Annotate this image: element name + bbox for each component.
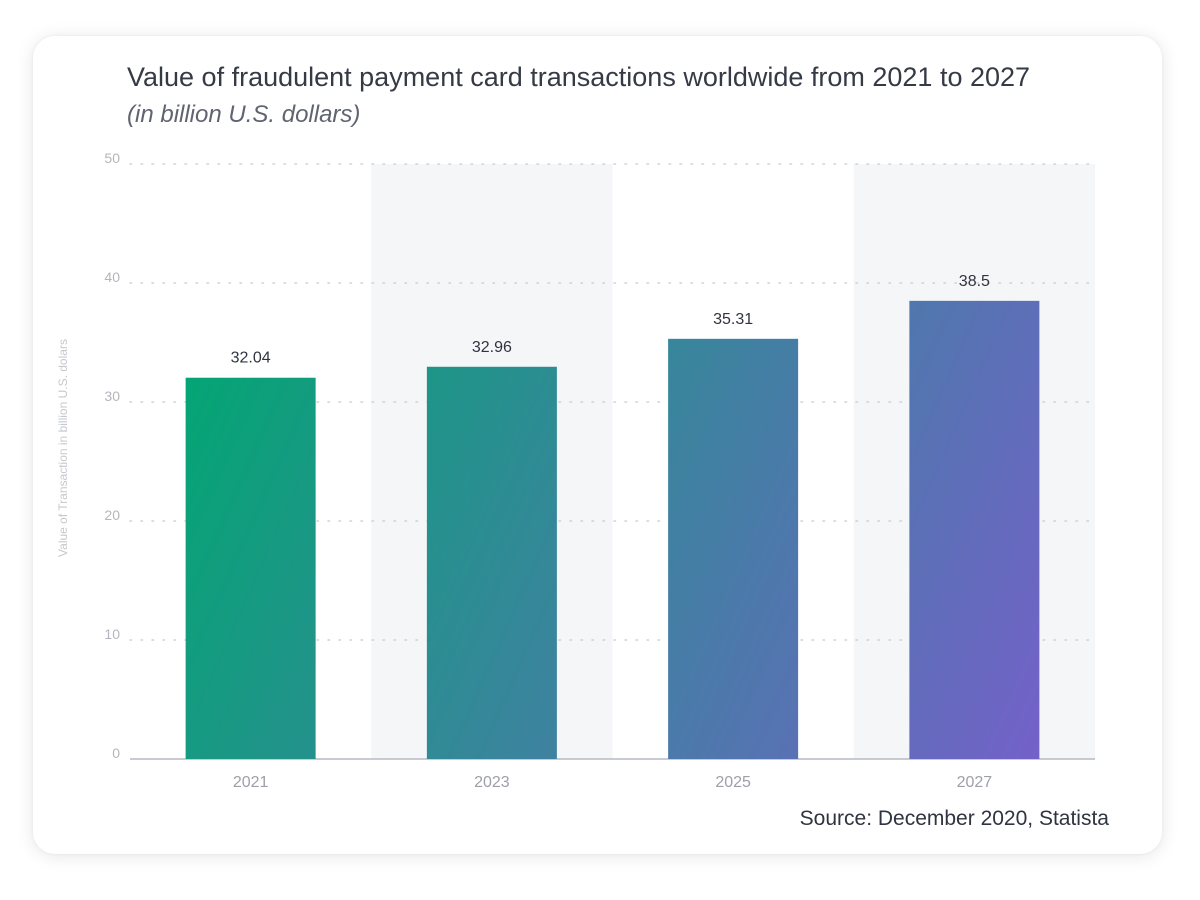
y-tick-label: 20 [104, 507, 120, 523]
y-tick-label: 10 [104, 626, 120, 642]
x-tick-label-2025: 2025 [715, 774, 751, 791]
data-label-2023: 32.96 [472, 339, 512, 356]
y-tick-label: 50 [104, 150, 120, 166]
bar-2021 [185, 377, 316, 759]
y-axis-label: Value of Transaction in billion U.S. dol… [56, 339, 70, 557]
source-note: Source: December 2020, Statista [799, 807, 1109, 830]
y-tick-label: 30 [104, 388, 120, 404]
data-label-2027: 38.5 [959, 273, 990, 290]
x-tick-label-2027: 2027 [957, 774, 993, 791]
bar-2023 [426, 366, 557, 759]
y-tick-label: 40 [104, 269, 120, 285]
y-tick-label: 0 [112, 745, 120, 761]
x-tick-label-2021: 2021 [233, 774, 269, 791]
bar-2025 [668, 338, 799, 759]
data-label-2025: 35.31 [713, 311, 753, 328]
data-label-2021: 32.04 [231, 350, 271, 367]
x-tick-label-2023: 2023 [474, 774, 510, 791]
bar-2027 [909, 300, 1040, 759]
chart-title: Value of fraudulent payment card transac… [127, 62, 1031, 92]
chart-subtitle: (in billion U.S. dollars) [127, 101, 361, 128]
